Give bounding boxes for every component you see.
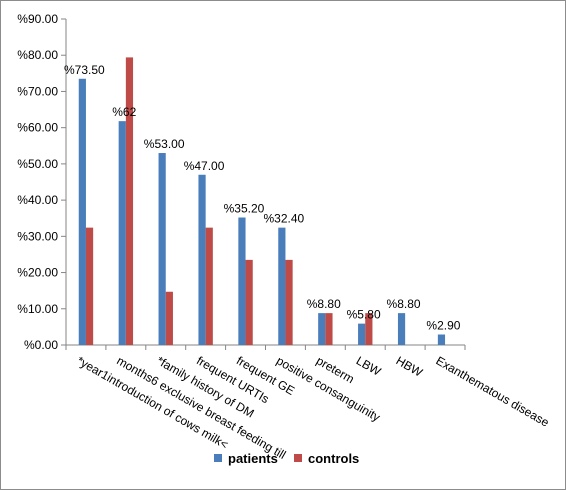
bar-controls (125, 57, 134, 345)
y-tick-label: %90.00 (17, 12, 58, 26)
data-label: %53.00 (144, 137, 185, 151)
data-label: %5.80 (347, 308, 381, 322)
bar-patients (397, 313, 406, 345)
data-label: %32.40 (263, 212, 304, 226)
data-label: %2.90 (426, 318, 460, 332)
legend-label-controls: controls (308, 451, 359, 466)
y-tick-label: %10.00 (17, 302, 58, 316)
bar-patients (318, 313, 326, 345)
x-tick-label: Exanthematous disease (434, 353, 552, 429)
bar-patients (278, 227, 286, 345)
y-tick-label: %40.00 (17, 193, 58, 207)
y-tick-label: %0.00 (24, 338, 58, 352)
bar-controls (205, 227, 213, 345)
legend-swatch-controls (294, 454, 302, 462)
y-tick-label: %20.00 (17, 266, 58, 280)
bar-patients (358, 323, 366, 345)
data-label: %8.80 (307, 297, 341, 311)
bar-patients (78, 78, 86, 346)
bar-patients (118, 121, 126, 345)
bar-controls (285, 259, 293, 345)
data-label: %35.20 (224, 201, 265, 215)
bar-controls (245, 259, 253, 345)
legend-label-patients: patients (228, 451, 278, 466)
y-tick-label: %30.00 (17, 229, 58, 243)
y-tick-label: %50.00 (17, 157, 58, 171)
bar-patients (198, 174, 206, 345)
bar-controls (365, 313, 373, 345)
legend-swatch-patients (214, 454, 222, 462)
bar-patients (158, 153, 166, 345)
data-label: %47.00 (184, 159, 225, 173)
data-label: %8.80 (387, 297, 421, 311)
x-tick-label: HBW (394, 353, 426, 379)
bar-controls (85, 227, 94, 345)
bar-patients (238, 217, 246, 345)
y-tick-label: %70.00 (17, 84, 58, 98)
x-tick-label: LBW (354, 353, 384, 378)
y-tick-label: %80.00 (17, 48, 58, 62)
data-label: %62 (112, 105, 136, 119)
bar-patients (437, 334, 446, 345)
data-label: %73.50 (64, 63, 105, 77)
y-tick-label: %60.00 (17, 121, 58, 135)
bar-controls (165, 291, 173, 345)
bar-controls (325, 313, 333, 345)
